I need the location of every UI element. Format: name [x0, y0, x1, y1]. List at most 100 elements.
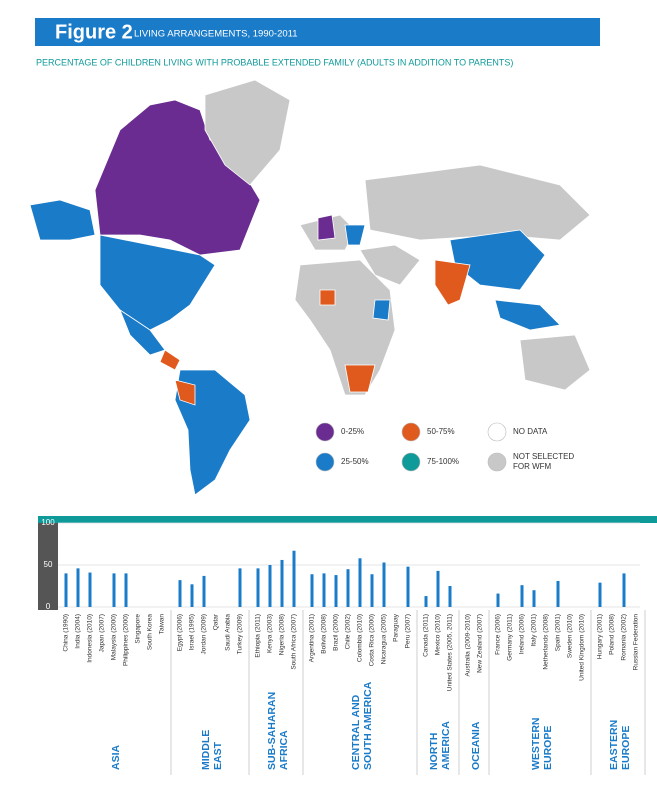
x-tick-label: Jordan (2009) [201, 614, 208, 654]
bar [322, 573, 326, 607]
group-label: EUROPE [620, 726, 632, 770]
bar [424, 596, 428, 607]
legend-label: 0-25% [341, 427, 364, 436]
legend-label: FOR WFM [513, 462, 552, 471]
x-tick-label: Argentina (2001) [309, 614, 316, 662]
x-tick-label: Romania (2002) [621, 614, 628, 661]
x-tick-label: Nigeria (2008) [279, 614, 286, 655]
bar [382, 562, 386, 607]
bar [124, 573, 128, 607]
bar [334, 575, 338, 607]
bar [268, 565, 272, 607]
x-tick-label: Italy (2001) [531, 614, 538, 647]
group-label: MIDDLE [200, 730, 212, 770]
x-tick-label: United States (2005, 2011) [447, 614, 454, 691]
bar [190, 584, 194, 607]
x-tick-label: Singapore [135, 614, 142, 644]
group-label: OCEANIA [470, 721, 482, 770]
southeast-asia [494, 299, 561, 331]
bar [202, 575, 206, 607]
x-tick-label: Israel (1995) [189, 614, 196, 651]
x-tick-label: Philippines (2000) [123, 614, 130, 666]
western-europe [317, 214, 336, 241]
legend-swatch [315, 422, 335, 442]
group-label: NORTH [428, 733, 440, 770]
bar [532, 590, 536, 607]
legend-label: 25-50% [341, 457, 369, 466]
x-tick-label: Egypt (2006) [177, 614, 184, 651]
x-tick-label: Peru (2007) [405, 614, 412, 648]
australia [519, 334, 591, 391]
x-tick-label: Germany (2011) [507, 614, 514, 661]
mexico [119, 308, 166, 356]
figure-label: Figure 2 [55, 21, 133, 43]
nigeria [319, 289, 336, 306]
x-tick-label: Canada (2011) [423, 614, 430, 657]
x-tick-label: Sweden (2010) [567, 614, 574, 658]
x-tick-label: Poland (2008) [609, 614, 616, 655]
x-tick-label: Qatar [213, 613, 220, 630]
x-tick-label: France (2006) [495, 614, 502, 655]
legend-label: NO DATA [513, 427, 548, 436]
legend-swatch [401, 452, 421, 472]
south-africa [344, 364, 376, 393]
chart-top-band [38, 516, 657, 523]
central-america [159, 349, 181, 371]
group-label: WESTERN [530, 718, 542, 771]
bar [406, 566, 410, 607]
bar [496, 593, 500, 607]
middle-east [359, 244, 421, 286]
bar [346, 569, 350, 607]
x-tick-label: Spain (2001) [555, 614, 562, 651]
alaska [29, 199, 96, 241]
bar [622, 573, 626, 607]
africa [294, 259, 396, 396]
legend-label: 50-75% [427, 427, 455, 436]
legend-swatch [315, 452, 335, 472]
legend-label: NOT SELECTED [513, 452, 574, 461]
x-tick-label: Russian Federation [633, 614, 640, 671]
russia [364, 164, 591, 241]
bar [448, 586, 452, 607]
legend-swatch [487, 422, 507, 442]
x-tick-label: Malaysia (2000) [111, 614, 118, 660]
bar [370, 574, 374, 607]
india [434, 259, 471, 306]
header-bar [35, 18, 600, 46]
bar [256, 568, 260, 607]
bar [310, 574, 314, 607]
greenland [204, 79, 291, 186]
x-tick-label: South Korea [147, 614, 154, 651]
x-tick-label: United Kingdom (2010) [579, 614, 586, 681]
x-tick-label: Australia (2009-2010) [465, 614, 472, 677]
bar [598, 582, 602, 607]
group-label: EUROPE [542, 726, 554, 770]
bar [112, 573, 116, 607]
legend-swatch [401, 422, 421, 442]
bar-chart: 0 50 100 China (1990) India (2004) Indonesia … [41, 518, 646, 775]
group-label: AMERICA [440, 721, 452, 770]
x-tick-label: South Africa (2007) [291, 614, 298, 670]
x-tick-label: Ireland (2006) [519, 614, 526, 654]
ethiopia [372, 299, 391, 321]
x-tick-label: Indonesia (2010) [87, 614, 94, 663]
group-label: ASIA [110, 744, 122, 770]
group-label: EASTERN [608, 720, 620, 770]
group-label: AFRICA [278, 730, 290, 770]
x-tick-label: Mexico (2010) [435, 614, 442, 655]
group-label: SOUTH AMERICA [362, 681, 374, 770]
bar [358, 558, 362, 607]
subtitle: PERCENTAGE OF CHILDREN LIVING WITH PROBA… [36, 57, 513, 67]
y-tick-label: 50 [44, 560, 53, 569]
x-tick-label: Bolivia (2008) [321, 614, 328, 654]
x-tick-label: Chile (2002) [345, 614, 352, 649]
romania [344, 224, 366, 246]
y-tick-label: 0 [46, 602, 51, 611]
bar [520, 585, 524, 607]
x-tick-label: India (2004) [75, 614, 82, 649]
legend: 0-25% 50-75% NO DATA 25-50% 75-100% NOT SELEC… [315, 422, 574, 472]
bar [178, 580, 182, 607]
group-label: CENTRAL AND [350, 694, 362, 770]
x-tick-label: Japan (2007) [99, 614, 106, 652]
